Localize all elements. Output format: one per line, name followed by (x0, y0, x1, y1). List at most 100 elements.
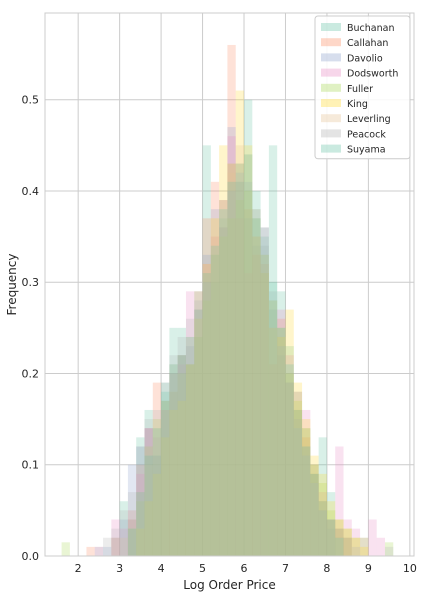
histogram-bar (268, 327, 278, 556)
histogram-bar (277, 291, 286, 556)
histogram-bar (310, 473, 319, 556)
histogram-bar (235, 181, 245, 556)
histogram-bar (210, 254, 220, 556)
histogram-bar (185, 364, 195, 556)
series-suyama (127, 154, 344, 556)
histogram-bar (152, 409, 162, 556)
histogram-bar (268, 327, 278, 556)
histogram-bar (285, 373, 294, 556)
histogram-bar (302, 409, 311, 556)
legend-label: Leverling (347, 114, 391, 125)
histogram-bar (368, 519, 377, 556)
histogram-bar (235, 163, 245, 556)
histogram-bar (260, 273, 269, 556)
y-axis-label: Frequency (5, 254, 19, 316)
histogram-bar (302, 446, 311, 556)
histogram-bar (185, 318, 195, 556)
y-tick-label: 0.3 (22, 276, 40, 289)
histogram-bar (202, 263, 211, 556)
histogram-bar (293, 428, 303, 556)
histogram-bar (185, 336, 195, 556)
histogram-bar (185, 364, 195, 556)
histogram-bar (127, 464, 137, 556)
histogram-bar (318, 510, 327, 556)
histogram-bar (310, 473, 319, 556)
histogram-bar (169, 373, 178, 556)
histogram-bar (194, 291, 203, 556)
histogram-bar (202, 300, 211, 556)
histogram-bar (343, 528, 352, 556)
histogram-bar (252, 245, 261, 556)
legend-item: Dodsworth (321, 68, 398, 80)
histogram-bar (277, 336, 286, 556)
x-tick-label: 2 (75, 562, 82, 575)
histogram-bar (177, 355, 186, 556)
histogram-bar (169, 364, 178, 556)
histogram-bar (268, 300, 278, 556)
histogram-bar (268, 282, 278, 556)
histogram-bar (194, 318, 203, 556)
legend-label: Callahan (347, 38, 388, 49)
legend-item: Callahan (321, 38, 388, 49)
histogram-bar (202, 273, 211, 556)
legend-label: Buchanan (347, 23, 394, 34)
histogram-bar (351, 537, 361, 556)
legend-label: Fuller (347, 84, 373, 95)
histogram-bar (111, 519, 120, 556)
histogram-bar (111, 537, 120, 556)
histogram-bar (219, 236, 228, 556)
histogram-bar (277, 318, 286, 556)
histogram-bar (244, 218, 253, 557)
histogram-bar (351, 537, 361, 556)
histogram-bar (302, 455, 311, 556)
histogram-bar (144, 455, 153, 556)
x-tick-label: 3 (116, 562, 123, 575)
histogram-bar (227, 44, 236, 557)
histogram-bar (185, 336, 195, 556)
histogram-bar (210, 236, 220, 556)
histogram-bar (94, 546, 104, 556)
histogram-bar (177, 336, 186, 556)
histogram-bar (343, 528, 352, 556)
histogram-bar (310, 464, 319, 556)
histogram-bar (293, 382, 303, 556)
series-callahan (86, 44, 352, 557)
histogram-bar (252, 236, 261, 556)
histogram-bar (293, 419, 303, 556)
histogram-bar (235, 181, 245, 556)
histogram-bar (227, 181, 236, 556)
legend-item: Fuller (321, 83, 373, 95)
x-tick-label: 8 (323, 562, 330, 575)
histogram-bar (227, 163, 236, 556)
histogram-bar (219, 218, 228, 557)
histogram-bar (277, 327, 286, 556)
histogram-bar (219, 227, 228, 556)
histogram-bar (260, 245, 269, 556)
histogram-bar (293, 409, 303, 556)
histogram-bar (194, 300, 203, 556)
histogram-bar (194, 309, 203, 556)
histogram-bar (94, 546, 104, 556)
histogram-bar (318, 501, 327, 556)
histogram-bar (360, 537, 369, 556)
histogram-bar (119, 519, 128, 556)
y-tick-label: 0.1 (22, 459, 40, 472)
histogram-bar (152, 428, 162, 556)
histogram-bar (318, 510, 327, 556)
histogram-bar (127, 519, 137, 556)
series-davolio (103, 127, 336, 557)
histogram-bar (376, 537, 385, 556)
histogram-bar (285, 373, 294, 556)
histogram-bar (152, 428, 162, 556)
histogram-bar (177, 327, 186, 556)
histogram-bar (360, 537, 369, 556)
legend-label: King (347, 99, 368, 110)
histogram-bar (219, 200, 228, 556)
histogram-bar (335, 537, 344, 556)
histogram-bar (293, 391, 303, 556)
legend-item: Suyama (321, 144, 386, 156)
histogram-bar (219, 209, 228, 556)
histogram-bar (343, 519, 352, 556)
histogram-bar (161, 409, 170, 556)
y-tick-label: 0.4 (22, 185, 40, 198)
